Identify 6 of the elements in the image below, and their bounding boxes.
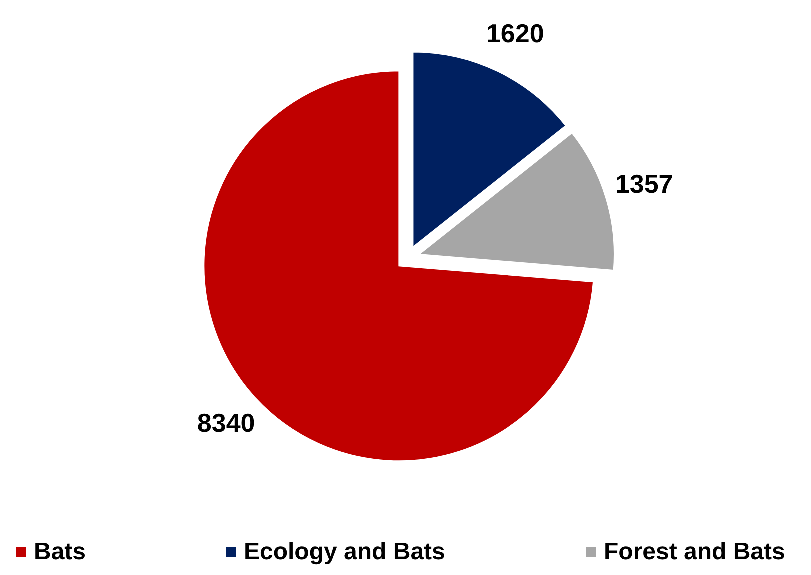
data-label: 1357 [615, 169, 674, 200]
data-label: 8340 [197, 408, 256, 438]
legend-label: Ecology and Bats [244, 538, 446, 566]
legend-label: Forest and Bats [604, 538, 786, 566]
legend-label: Bats [34, 538, 86, 566]
data-label: 1620 [486, 18, 544, 48]
